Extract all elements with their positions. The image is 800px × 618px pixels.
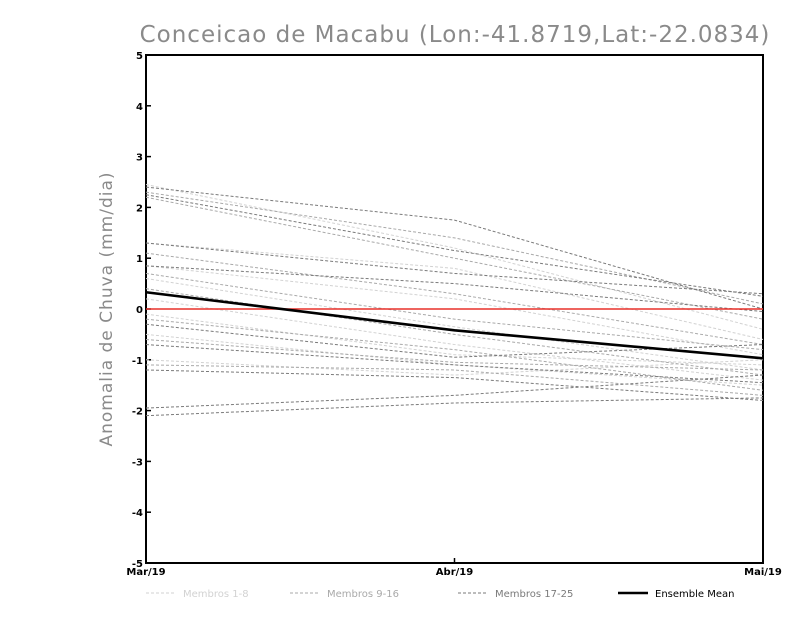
y-tick-label: -4	[132, 508, 143, 519]
member-series-line	[145, 265, 764, 313]
member-series-line	[145, 374, 764, 409]
x-tick-label: Mar/19	[126, 567, 165, 578]
member-series-line	[145, 364, 764, 396]
legend-label: Membros 9-16	[327, 589, 399, 600]
member-series-line	[145, 191, 764, 305]
member-series-line	[145, 338, 764, 371]
y-tick-label: 0	[136, 305, 143, 316]
y-tick-label: -2	[132, 407, 143, 418]
member-series-line	[145, 196, 764, 320]
legend: Membros 1-8 Membros 9-16 Membros 17-25 Ense…	[146, 589, 734, 600]
member-series-line	[145, 313, 764, 366]
y-tick-label: -3	[132, 457, 143, 468]
y-tick-label: 5	[136, 51, 143, 62]
y-tick-label: -1	[132, 356, 143, 367]
y-tick-label: -5	[132, 559, 143, 570]
member-series-line	[145, 288, 764, 376]
chart-title: Conceicao de Macabu (Lon:-41.8719,Lat:-2…	[140, 22, 771, 48]
member-series-line	[145, 184, 764, 330]
member-series-line	[145, 265, 764, 356]
plot-area: -5 -4 -3 -2 -1 0 1 2 3 4 5 Mar/19 Abr/19 Mai/19	[126, 51, 781, 578]
member-series-line	[145, 369, 764, 401]
y-tick-label: 4	[136, 102, 143, 113]
member-series-line	[145, 242, 764, 295]
member-series-line	[145, 242, 764, 340]
member-series-line	[145, 278, 764, 371]
legend-label: Membros 1-8	[183, 589, 249, 600]
ensemble-mean-line	[145, 290, 764, 360]
y-tick-label: 3	[136, 153, 143, 164]
legend-label: Ensemble Mean	[655, 589, 734, 600]
member-series-line	[145, 397, 764, 417]
member-series-line	[145, 186, 764, 310]
member-series-line	[145, 298, 764, 381]
legend-label: Membros 17-25	[495, 589, 573, 600]
member-series-line	[145, 333, 764, 386]
x-tick-label: Mai/19	[744, 567, 782, 578]
member-series-line	[145, 272, 764, 351]
member-series-line	[145, 359, 764, 376]
y-tick-label: 1	[136, 254, 143, 265]
y-axis-label: Anomalia de Chuva (mm/dia)	[97, 171, 117, 446]
member-series-line	[145, 194, 764, 297]
member-series-line	[145, 252, 764, 346]
x-tick-label: Abr/19	[436, 567, 473, 578]
y-tick-label: 2	[136, 203, 143, 214]
member-series-line	[145, 344, 764, 384]
